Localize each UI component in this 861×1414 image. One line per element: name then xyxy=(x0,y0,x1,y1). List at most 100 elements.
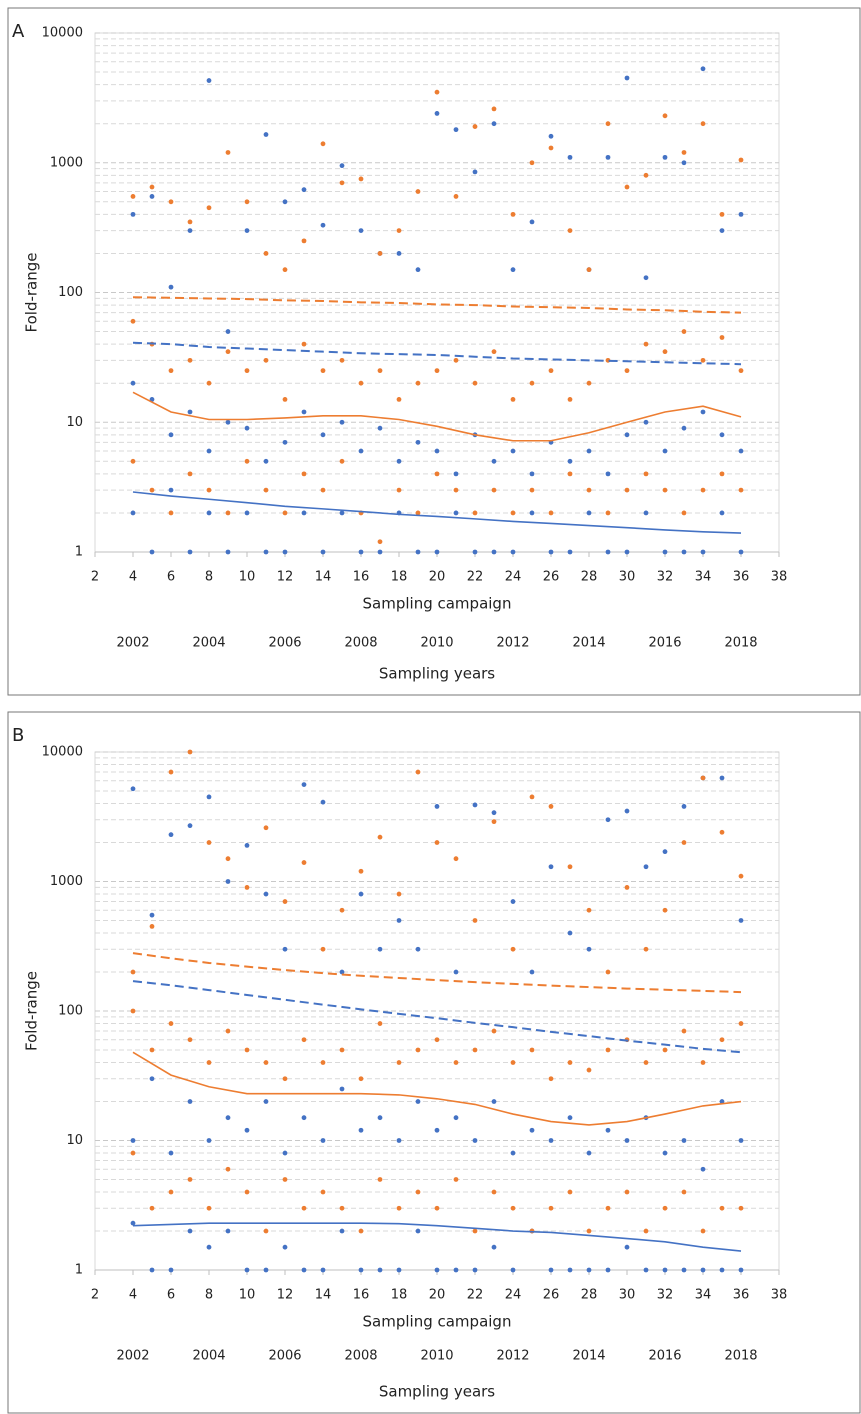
x2-tick-label: 2006 xyxy=(268,1349,301,1364)
data-point xyxy=(586,380,592,386)
data-point xyxy=(377,251,383,256)
x2-tick-label: 2004 xyxy=(192,636,225,651)
data-point xyxy=(434,111,440,116)
panel-frame xyxy=(7,711,861,1414)
plot-area xyxy=(94,751,780,1271)
data-point xyxy=(662,1150,668,1156)
data-point xyxy=(510,397,516,402)
data-point xyxy=(605,1127,611,1133)
data-point xyxy=(738,1267,744,1273)
data-point xyxy=(681,425,687,431)
data-point xyxy=(605,1205,611,1211)
data-point xyxy=(529,794,535,800)
data-point xyxy=(320,549,326,555)
data-point xyxy=(187,409,193,415)
data-point xyxy=(662,154,668,160)
data-point xyxy=(206,1138,212,1143)
data-point xyxy=(320,799,326,805)
data-point xyxy=(472,380,478,386)
data-point xyxy=(643,946,649,952)
data-point xyxy=(681,1267,687,1273)
data-point xyxy=(396,1060,402,1065)
x2-tick-label: 2002 xyxy=(116,1349,149,1364)
data-point xyxy=(149,549,155,555)
data-point xyxy=(263,487,269,493)
data-point xyxy=(548,145,554,151)
data-point xyxy=(263,1060,269,1065)
data-point xyxy=(472,124,478,129)
data-point xyxy=(453,1115,459,1121)
data-point xyxy=(225,1228,231,1234)
data-point xyxy=(434,1205,440,1211)
data-point xyxy=(339,907,345,913)
data-point xyxy=(320,1138,326,1143)
x-tick-label: 18 xyxy=(391,570,408,585)
trend-line-dashed xyxy=(132,296,742,314)
data-point xyxy=(719,1205,725,1211)
data-point xyxy=(225,1166,231,1172)
data-point xyxy=(681,840,687,845)
data-point xyxy=(396,458,402,464)
data-point xyxy=(491,1244,497,1250)
x-tick-label: 14 xyxy=(315,570,332,585)
panel-label: A xyxy=(12,21,25,42)
data-point xyxy=(244,510,250,516)
data-point xyxy=(301,1267,307,1273)
data-point xyxy=(225,1028,231,1034)
data-point xyxy=(586,448,592,454)
data-point xyxy=(738,1138,744,1143)
data-point xyxy=(187,823,193,829)
data-point xyxy=(225,349,231,355)
data-point xyxy=(263,132,269,137)
data-point xyxy=(548,804,554,809)
trend-line-dashed xyxy=(132,341,742,366)
x2-tick-label: 2010 xyxy=(420,1349,453,1364)
data-point xyxy=(643,1228,649,1234)
data-point xyxy=(244,1189,250,1195)
data-point xyxy=(130,380,136,386)
data-point xyxy=(320,1189,326,1195)
data-point xyxy=(643,864,649,870)
data-point xyxy=(244,368,250,374)
data-point xyxy=(396,1267,402,1273)
x-tick-label: 8 xyxy=(205,570,213,585)
x2-tick-label: 2012 xyxy=(496,636,529,651)
data-point xyxy=(510,946,516,952)
data-point xyxy=(149,1267,155,1273)
x2-tick-label: 2014 xyxy=(572,1349,605,1364)
data-point xyxy=(624,75,630,81)
data-point xyxy=(377,946,383,952)
data-point xyxy=(662,1047,668,1053)
data-point xyxy=(719,432,725,438)
y-tick-label: 10 xyxy=(66,1133,83,1148)
data-point xyxy=(605,510,611,516)
data-point xyxy=(738,549,744,555)
data-point xyxy=(700,1267,706,1273)
data-point xyxy=(605,1267,611,1273)
y-tick-label: 1000 xyxy=(50,874,83,889)
data-point xyxy=(548,133,554,139)
y-axis-title: Fold-range xyxy=(23,253,41,333)
data-point xyxy=(225,1115,231,1121)
data-point xyxy=(206,78,212,83)
data-point xyxy=(567,228,573,233)
x2-tick-label: 2006 xyxy=(268,636,301,651)
data-point xyxy=(206,1244,212,1250)
data-point xyxy=(320,368,326,374)
y-tick-label: 10000 xyxy=(42,745,83,760)
data-point xyxy=(491,810,497,816)
data-point xyxy=(700,66,706,72)
x-tick-label: 24 xyxy=(505,1288,522,1303)
data-point xyxy=(149,1205,155,1211)
data-point xyxy=(358,549,364,555)
data-point xyxy=(301,510,307,516)
x2-tick-label: 2010 xyxy=(420,636,453,651)
data-point xyxy=(282,1076,288,1082)
data-point xyxy=(529,1127,535,1133)
data-point xyxy=(700,357,706,363)
data-point xyxy=(358,176,364,182)
data-point xyxy=(434,89,440,95)
data-point xyxy=(586,267,592,273)
